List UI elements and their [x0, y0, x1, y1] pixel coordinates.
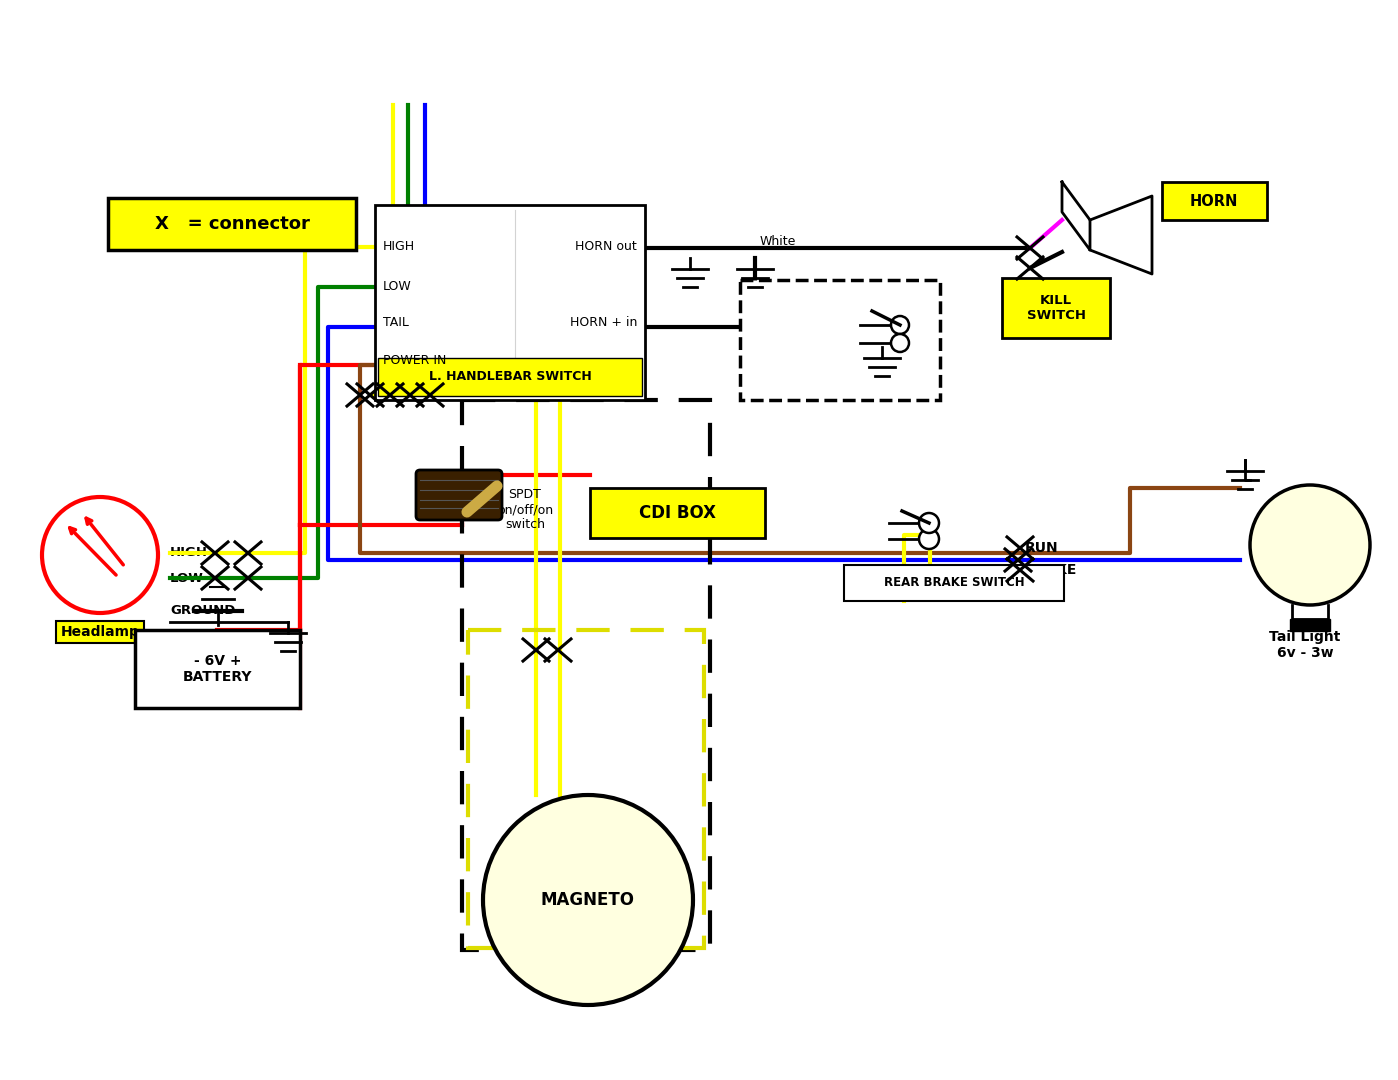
- Text: HIGH: HIGH: [383, 241, 415, 254]
- FancyBboxPatch shape: [740, 280, 939, 400]
- FancyBboxPatch shape: [1002, 278, 1110, 338]
- Polygon shape: [1290, 619, 1329, 631]
- Text: - 6V +
BATTERY: - 6V + BATTERY: [183, 653, 252, 684]
- Polygon shape: [1062, 183, 1090, 249]
- FancyBboxPatch shape: [108, 198, 356, 249]
- Text: Tail Light
6v - 3w: Tail Light 6v - 3w: [1269, 630, 1341, 660]
- FancyBboxPatch shape: [417, 470, 502, 519]
- Circle shape: [918, 529, 939, 549]
- FancyBboxPatch shape: [590, 488, 765, 538]
- Text: BRAKE: BRAKE: [1025, 563, 1078, 577]
- Text: X   = connector: X = connector: [155, 215, 309, 233]
- FancyBboxPatch shape: [844, 565, 1064, 600]
- Text: White: White: [759, 235, 797, 248]
- Text: MAGNETO: MAGNETO: [541, 891, 635, 909]
- Text: LOW: LOW: [171, 571, 204, 584]
- FancyBboxPatch shape: [377, 357, 642, 396]
- Text: REAR BRAKE SWITCH: REAR BRAKE SWITCH: [884, 577, 1025, 590]
- FancyBboxPatch shape: [136, 630, 301, 708]
- FancyBboxPatch shape: [1162, 183, 1267, 220]
- Text: KILL
SWITCH: KILL SWITCH: [1026, 294, 1085, 322]
- Text: Headlamp: Headlamp: [60, 625, 140, 639]
- Text: SPDT
on/off/on
switch: SPDT on/off/on switch: [496, 488, 554, 531]
- Text: L. HANDLEBAR SWITCH: L. HANDLEBAR SWITCH: [429, 370, 591, 383]
- Text: HIGH: HIGH: [171, 546, 208, 559]
- Text: HORN + in: HORN + in: [569, 316, 637, 329]
- Text: RUN: RUN: [1025, 541, 1058, 555]
- Circle shape: [891, 334, 909, 352]
- Text: POWER IN: POWER IN: [383, 353, 446, 366]
- Circle shape: [42, 497, 158, 613]
- Text: GROUND: GROUND: [171, 604, 235, 617]
- FancyBboxPatch shape: [375, 205, 644, 400]
- Circle shape: [891, 316, 909, 334]
- Circle shape: [918, 513, 939, 534]
- Text: CDI BOX: CDI BOX: [639, 504, 716, 522]
- Polygon shape: [1090, 195, 1152, 274]
- Text: HORN: HORN: [1190, 193, 1239, 208]
- Circle shape: [1250, 485, 1370, 605]
- Text: HORN out: HORN out: [575, 241, 637, 254]
- Circle shape: [482, 795, 693, 1005]
- Text: LOW: LOW: [383, 281, 412, 294]
- Text: TAIL: TAIL: [383, 316, 408, 329]
